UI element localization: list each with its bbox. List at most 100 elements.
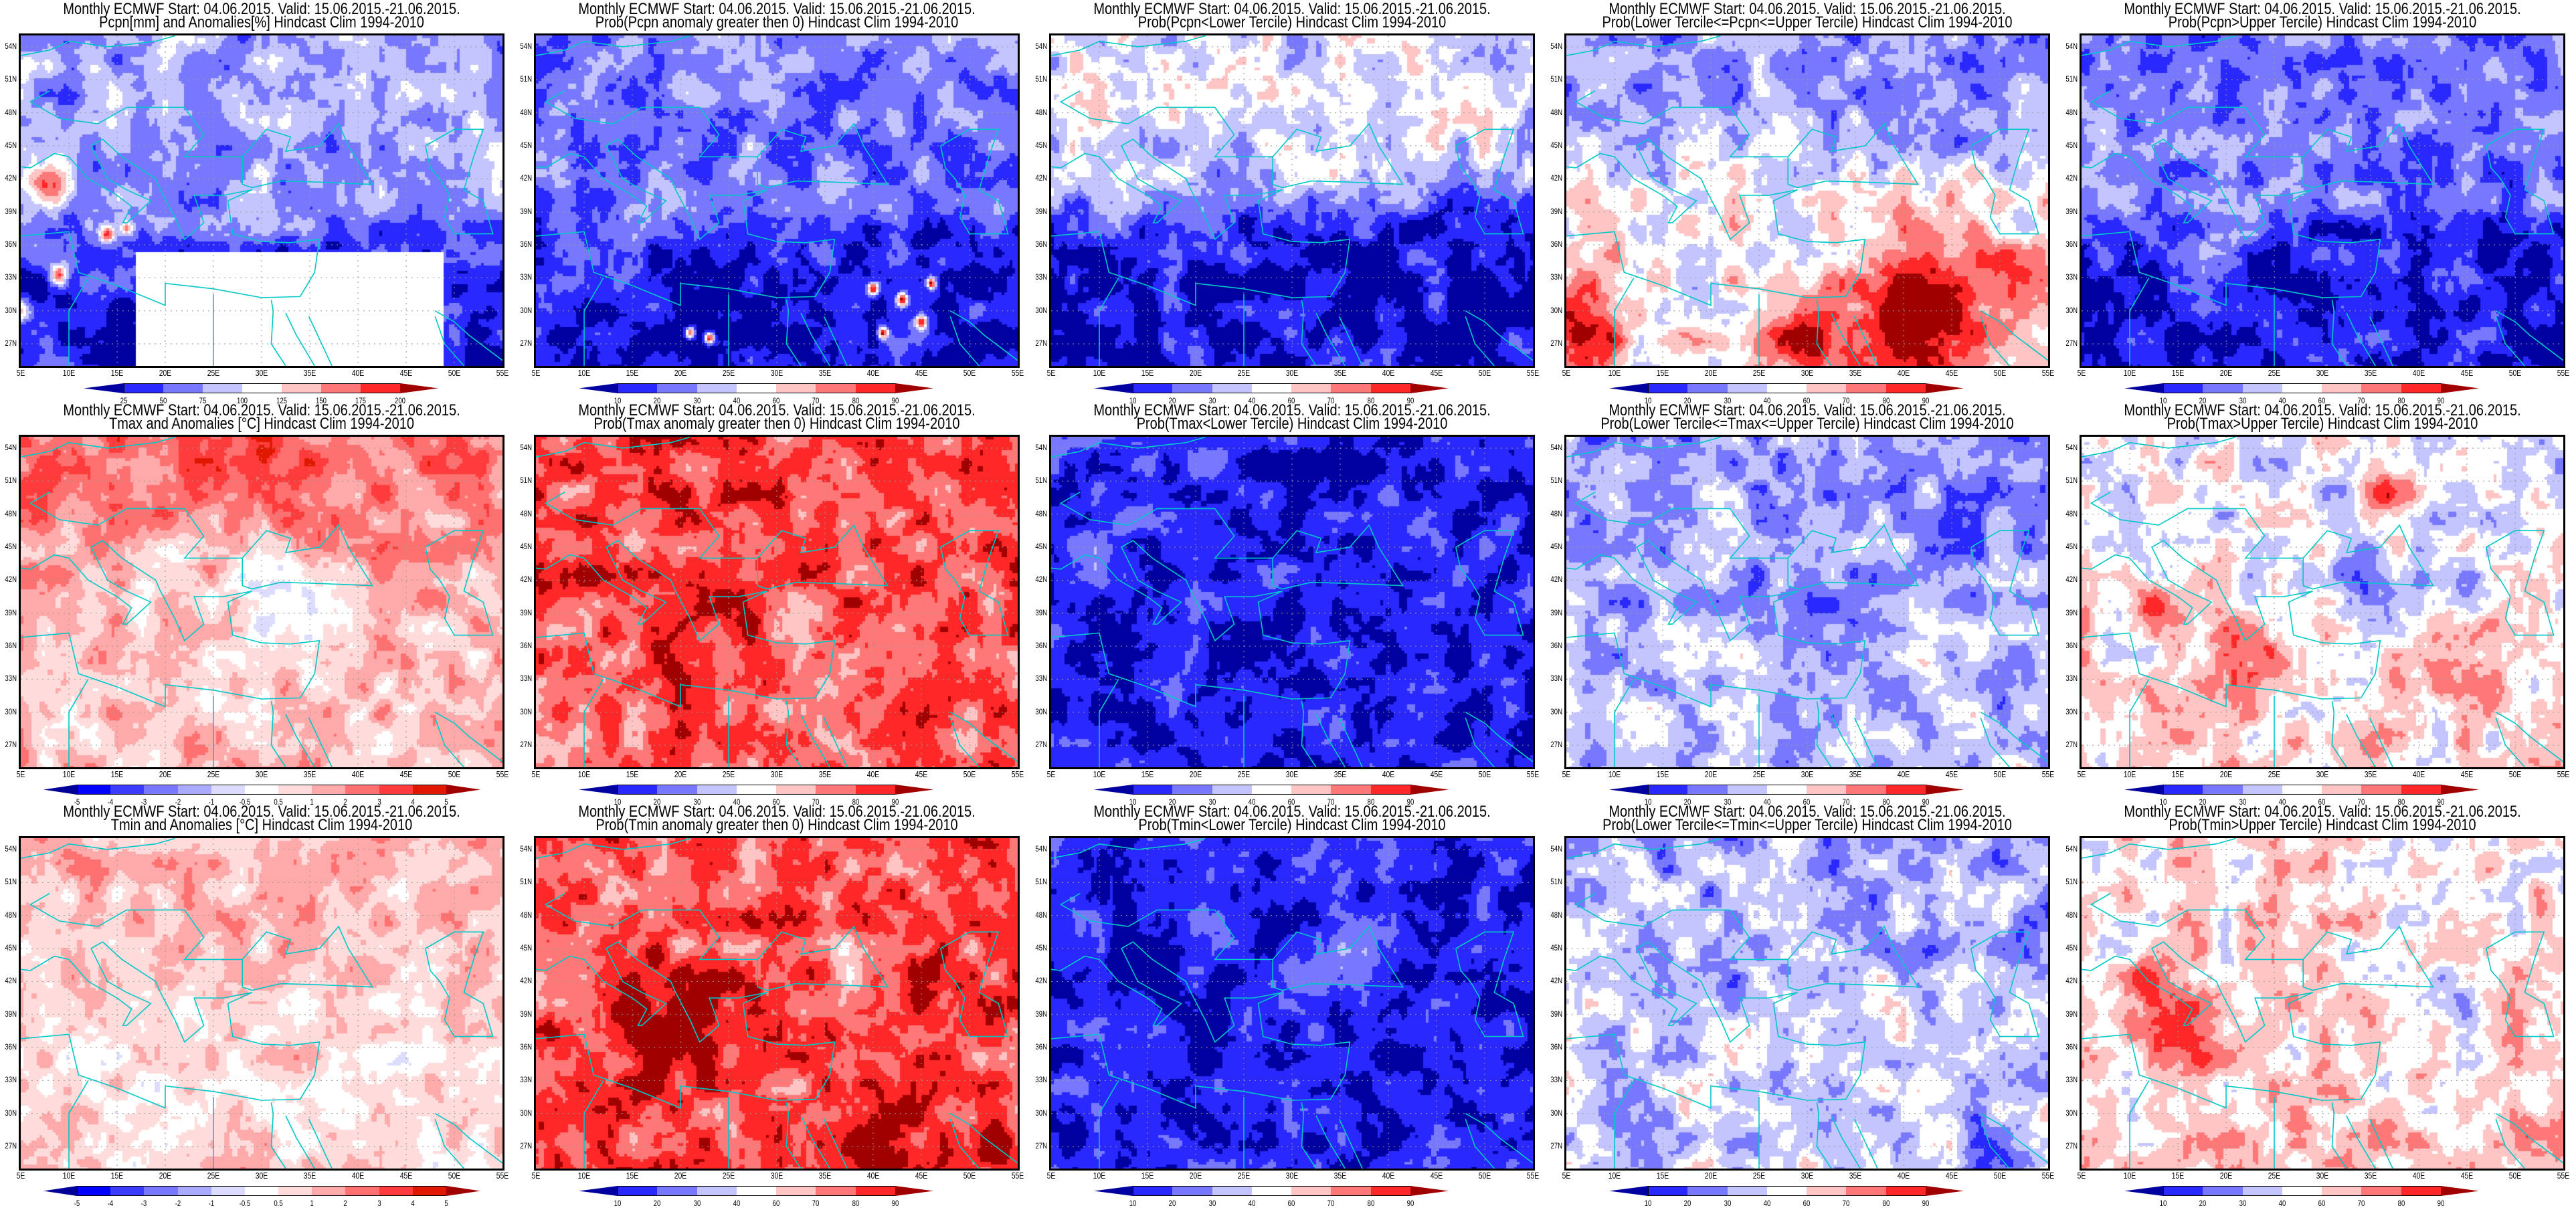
coastline — [1051, 437, 1206, 458]
colorbar-label: 20 — [1168, 1199, 1176, 1208]
colorbar — [2061, 785, 2576, 795]
map-panel: Monthly ECMWF Start: 04.06.2015. Valid: … — [1030, 0, 1546, 405]
colorbar-high-arrow — [400, 383, 438, 393]
coastline — [757, 122, 889, 189]
lon-tick-label: 50E — [1478, 1171, 1491, 1181]
lat-tick-label: 33N — [520, 674, 532, 684]
panel-title-line1: Monthly ECMWF Start: 04.06.2015. Valid: … — [578, 0, 976, 19]
lon-tick-label: 25E — [722, 368, 735, 378]
colorbar-label: 20 — [2199, 797, 2207, 807]
lon-tick-label: 25E — [207, 769, 220, 779]
lat-tick-label: 51N — [1550, 476, 1562, 486]
colorbar-label: 10 — [2159, 396, 2167, 405]
map-plot-area[interactable] — [1049, 435, 1535, 769]
lat-tick-label: 51N — [1035, 476, 1047, 486]
colorbar-low-arrow — [2124, 785, 2163, 795]
panel-title-line1: Monthly ECMWF Start: 04.06.2015. Valid: … — [1608, 0, 2006, 19]
colorbar-high-arrow — [446, 1186, 480, 1196]
map-plot-area[interactable] — [19, 435, 504, 769]
lon-tick-label: 35E — [303, 1171, 316, 1181]
coastline — [1853, 1118, 1878, 1169]
colorbar-bin — [2401, 383, 2441, 393]
colorbar-bin — [776, 785, 816, 795]
lon-tick-label: 15E — [110, 368, 124, 378]
colorbar-bin — [1331, 1186, 1371, 1196]
colorbar-label: 10 — [1644, 396, 1652, 405]
lat-tick-label: 45N — [5, 541, 17, 551]
lon-tick-label: 40E — [1897, 368, 1910, 378]
lon-tick-label: 20E — [159, 769, 172, 779]
lat-tick-label: 54N — [5, 442, 17, 452]
panel-title-line2: Prob(Tmax<Lower Tercile) Hindcast Clim 1… — [1136, 415, 1448, 433]
colorbar-label: 30 — [693, 797, 701, 807]
colorbar-bin — [2361, 383, 2401, 393]
colorbar-label: 90 — [1406, 1199, 1414, 1208]
coastline — [1455, 530, 1524, 636]
colorbar-label: 70 — [812, 1199, 820, 1208]
colorbar-bin — [1885, 785, 1926, 795]
colorbar-label: 40 — [1763, 797, 1771, 807]
colorbar-label: 90 — [1406, 396, 1414, 405]
map-plot-area[interactable] — [19, 836, 504, 1171]
panel-title-line2: Prob(Lower Tercile<=Tmax<=Upper Tercile)… — [1600, 415, 2014, 433]
lat-tick-label: 27N — [520, 338, 532, 348]
coastline — [544, 893, 758, 961]
coastline — [1980, 1113, 2048, 1164]
coastline — [2082, 540, 2381, 708]
coastline — [757, 524, 889, 590]
coastline — [1566, 540, 1866, 708]
coastline — [1465, 717, 1495, 767]
colorbar-label: 80 — [1367, 1199, 1375, 1208]
map-plot-area[interactable] — [1564, 33, 2050, 368]
lat-tick-label: 54N — [2065, 843, 2078, 853]
panel-title-line1: Monthly ECMWF Start: 04.06.2015. Valid: … — [1608, 401, 2006, 420]
map-plot-area[interactable] — [534, 836, 1020, 1171]
colorbar-bin — [1687, 383, 1728, 393]
map-plot-area[interactable] — [2080, 836, 2565, 1171]
panel-title-line2: Prob(Pcpn>Upper Tercile) Hindcast Clim 1… — [2168, 13, 2477, 32]
colorbar-bin — [736, 383, 777, 393]
colorbar-label: 80 — [1882, 1199, 1890, 1208]
map-plot-area[interactable] — [1049, 836, 1535, 1171]
colorbar-label: 80 — [1882, 396, 1890, 405]
lat-tick-label: 30N — [1035, 706, 1047, 716]
colorbar-bin — [379, 1186, 413, 1196]
map-plot-area[interactable] — [1049, 33, 1535, 368]
map-plot-area[interactable] — [534, 435, 1020, 769]
colorbar-label: 60 — [772, 797, 780, 807]
map-plot-area[interactable] — [534, 33, 1020, 368]
map-plot-area[interactable] — [2080, 33, 2565, 368]
coastline — [1301, 701, 1317, 767]
map-plot-area[interactable] — [2080, 435, 2565, 769]
map-plot-area[interactable] — [1564, 836, 2050, 1171]
panel-title-line2: Tmin and Anomalies [°C] Hindcast Clim 19… — [110, 816, 413, 835]
coastline — [1831, 714, 1861, 767]
map-plot-area[interactable] — [19, 33, 504, 368]
coastline — [2346, 312, 2376, 366]
map-panel: Monthly ECMWF Start: 04.06.2015. Valid: … — [1546, 803, 2061, 1208]
colorbar-bin — [1212, 383, 1252, 393]
colorbar-label: -3 — [141, 797, 147, 807]
coastline — [2346, 1115, 2376, 1169]
coastline — [21, 437, 175, 458]
coastline — [1787, 122, 1920, 189]
lat-tick-label: 45N — [1550, 942, 1562, 952]
coastline — [1338, 717, 1363, 767]
colorbar-high-arrow — [1926, 383, 1964, 393]
map-plot-area[interactable] — [1564, 435, 2050, 769]
lat-tick-label: 39N — [520, 1009, 532, 1019]
colorbar-bin — [1727, 1186, 1767, 1196]
panel-title-line2: Tmax and Anomalies [°C] Hindcast Clim 19… — [109, 415, 414, 433]
colorbar-label: 30 — [693, 1199, 701, 1208]
coastline — [1338, 1118, 1363, 1169]
lon-tick-label: 45E — [1945, 1171, 1958, 1181]
lat-tick-label: 33N — [520, 1075, 532, 1085]
lat-tick-label: 48N — [1035, 508, 1047, 518]
colorbar-high-arrow — [2441, 1186, 2479, 1196]
coastline — [1566, 138, 1866, 306]
colorbar-label: 10 — [2159, 1199, 2167, 1208]
coastline — [1338, 316, 1363, 366]
coastline — [2090, 90, 2304, 158]
colorbar-label: 70 — [1327, 396, 1335, 405]
lon-tick-label: 10E — [1093, 368, 1106, 378]
